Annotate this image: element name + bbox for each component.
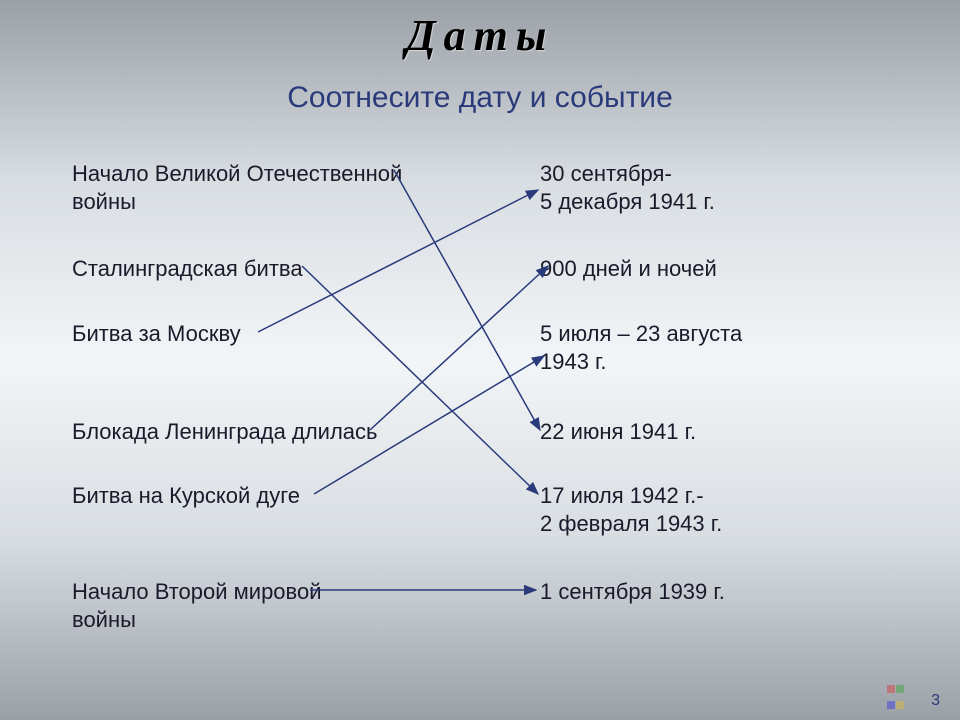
left-item: Начало Второй мировой войны <box>72 578 322 633</box>
left-item: Блокада Ленинграда длилась <box>72 418 377 446</box>
left-item: Сталинградская битва <box>72 255 303 283</box>
left-item: Битва на Курской дуге <box>72 482 300 510</box>
right-item: 17 июля 1942 г.- 2 февраля 1943 г. <box>540 482 722 537</box>
right-item: 30 сентября- 5 декабря 1941 г. <box>540 160 715 215</box>
left-item: Битва за Москву <box>72 320 241 348</box>
match-arrow <box>302 266 538 494</box>
match-arrow <box>394 170 540 430</box>
match-arrow <box>370 266 548 430</box>
right-item: 22 июня 1941 г. <box>540 418 696 446</box>
subtitle: Соотнесите дату и событие <box>0 81 960 115</box>
watermark <box>887 680 905 712</box>
watermark-logo-icon <box>887 680 905 712</box>
right-item: 900 дней и ночей <box>540 255 717 283</box>
left-item: Начало Великой Отечественной войны <box>72 160 402 215</box>
right-item: 5 июля – 23 августа 1943 г. <box>540 320 742 375</box>
header-title: Даты <box>0 0 960 61</box>
right-item: 1 сентября 1939 г. <box>540 578 725 606</box>
page-number: 3 <box>931 692 940 710</box>
